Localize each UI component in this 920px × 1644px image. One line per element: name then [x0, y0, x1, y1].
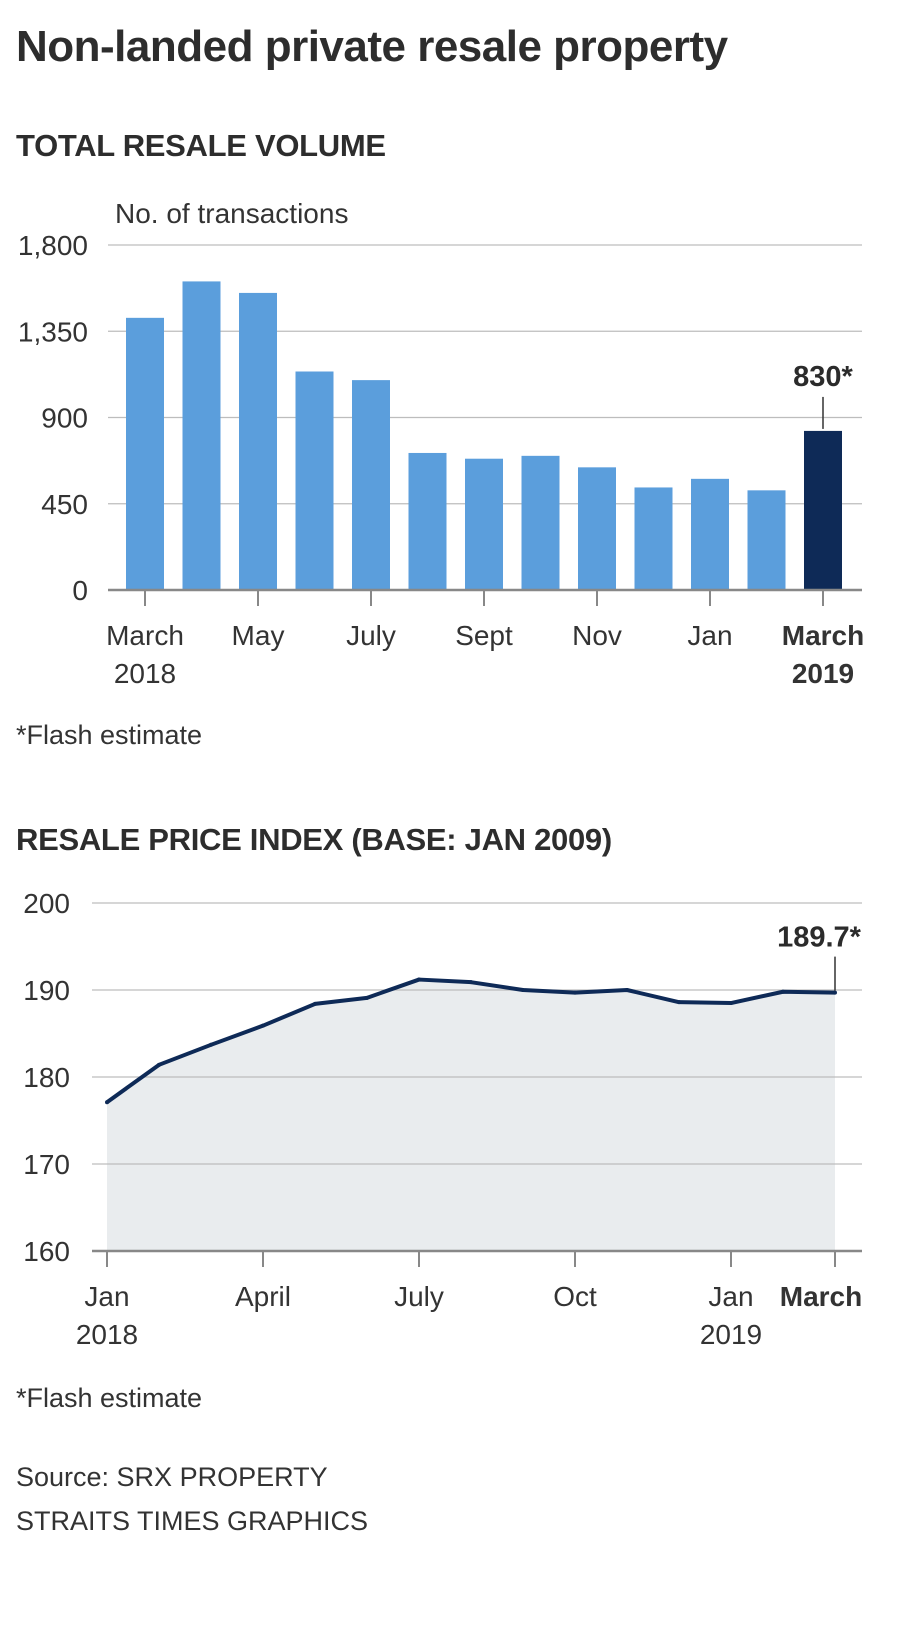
volume-x-tick-label: March [106, 620, 184, 651]
volume-bar [239, 292, 277, 590]
volume-bar [182, 281, 221, 590]
price-index-x-tick-label: April [235, 1281, 291, 1312]
volume-x-tick-label: March [782, 620, 864, 651]
price-index-point [105, 1100, 109, 1105]
volume-x-tick-label: Nov [572, 620, 622, 651]
page-title: Non-landed private resale property [16, 22, 728, 71]
volume-bar [352, 380, 390, 590]
volume-x-tick-label: Sept [455, 620, 513, 651]
price-index-point [209, 1042, 213, 1047]
price-index-point [157, 1062, 161, 1067]
volume-y-axis-label: No. of transactions [115, 198, 349, 229]
volume-y-tick-label: 450 [41, 489, 88, 520]
price-index-point [573, 990, 577, 995]
price-index-footnote: *Flash estimate [16, 1383, 203, 1413]
volume-x-tick-label: 2018 [114, 658, 176, 689]
price-index-point [313, 1001, 317, 1006]
price-index-point [365, 995, 369, 1000]
volume-y-tick-label: 900 [41, 403, 88, 434]
volume-footnote: *Flash estimate [16, 720, 203, 750]
price-index-point [677, 1000, 681, 1005]
credit-text: STRAITS TIMES GRAPHICS [16, 1506, 369, 1536]
price-index-x-tick-label: Jan [708, 1281, 753, 1312]
price-index-chart-title: RESALE PRICE INDEX (BASE: JAN 2009) [16, 822, 612, 857]
volume-bar [408, 452, 447, 590]
volume-x-tick-label: July [346, 620, 396, 651]
price-index-point [261, 1023, 265, 1028]
volume-annotation-label: 830* [793, 361, 853, 393]
volume-chart-title: TOTAL RESALE VOLUME [16, 128, 386, 163]
price-index-y-tick-label: 200 [23, 888, 70, 919]
volume-bar [295, 371, 334, 590]
price-index-x-tick-label: July [394, 1281, 444, 1312]
price-index-y-tick-label: 160 [23, 1236, 70, 1267]
resale-volume-bar-chart: 0 450 900 1,350 1,800 March 2018 May July Sept Nov… [18, 230, 864, 689]
price-index-y-tick-label: 190 [23, 975, 70, 1006]
volume-y-tick-label: 0 [72, 575, 88, 606]
price-index-annotation-label: 189.7* [777, 922, 862, 954]
volume-bar [804, 430, 842, 590]
price-index-point [833, 990, 837, 995]
volume-bar [465, 458, 503, 590]
price-index-x-tick-label: 2018 [76, 1319, 138, 1350]
price-index-point [521, 988, 525, 992]
price-index-x-tick-label: March [780, 1281, 862, 1312]
volume-bar [521, 455, 560, 590]
price-index-x-tick-label: Jan [84, 1281, 129, 1312]
source-text: Source: SRX PROPERTY [16, 1462, 328, 1492]
price-index-point [417, 977, 421, 982]
price-index-y-tick-label: 180 [23, 1062, 70, 1093]
volume-bar [126, 317, 164, 590]
price-index-area-fill [107, 979, 835, 1251]
volume-bar [634, 487, 673, 590]
volume-y-tick-label: 1,800 [18, 230, 88, 261]
price-index-point [625, 988, 629, 992]
volume-y-tick-label: 1,350 [18, 316, 88, 347]
volume-bar [691, 478, 729, 590]
price-index-point [469, 980, 473, 985]
price-index-x-tick-label: Oct [553, 1281, 597, 1312]
volume-bar [747, 490, 786, 590]
volume-x-tick-label: 2019 [792, 658, 854, 689]
price-index-area-chart: 160 170 180 190 200 Jan 2018 April July Oct Jan 201… [23, 888, 862, 1350]
volume-bar [578, 467, 616, 590]
volume-x-tick-label: Jan [687, 620, 732, 651]
price-index-x-tick-label: 2019 [700, 1319, 762, 1350]
price-index-point [781, 989, 785, 994]
volume-x-tick-label: May [232, 620, 285, 651]
price-index-y-tick-label: 170 [23, 1149, 70, 1180]
price-index-point [729, 1001, 733, 1006]
